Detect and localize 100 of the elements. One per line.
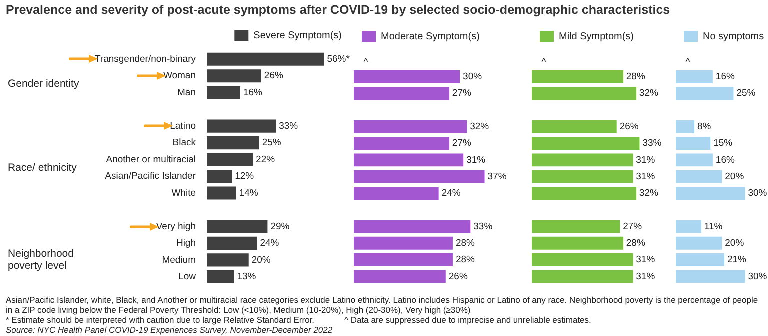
y-tick-label: Low [178,272,196,283]
y-tick-label: Man [178,87,196,98]
bar [354,220,471,234]
bar [207,52,324,66]
data-label: 16% [243,87,264,98]
bar [354,70,460,84]
bar [532,170,634,184]
bar [676,70,713,84]
data-label: 26% [620,122,640,133]
data-label: 21% [727,254,748,266]
y-tick-label: Medium [162,254,196,266]
data-label: 16% [716,154,736,166]
bar [354,236,453,250]
text: Neighborhood poverty level [8,248,75,272]
y-tick-label: Very high [156,221,196,232]
data-label: 26% [264,70,284,82]
text: ^ Data are suppressed due to imprecise and unreliable estimates. [344,315,592,325]
data-label: 26% [448,271,468,282]
y-tick-label: White [172,188,196,199]
bar [676,120,694,134]
data-label: 32% [470,122,490,133]
bar [532,220,620,234]
bar [676,137,711,150]
data-label: 24% [442,188,462,200]
y-tick-label: Asian/Pacific Islander [105,171,196,182]
data-label: 31% [636,254,656,266]
text: ^ [364,56,368,68]
data-label: 28% [626,238,646,250]
data-label: 11% [704,221,724,232]
data-label: 27% [452,88,472,100]
legend-label: No symptoms [703,31,764,42]
data-label: 20% [725,171,745,182]
bar [207,136,260,150]
bar [676,87,734,100]
data-label: 28% [456,254,476,266]
bar [532,120,617,134]
bar [207,236,258,250]
data-label: 32% [639,88,659,100]
bar [207,153,254,166]
bar [676,154,713,167]
data-label: 31% [636,171,656,182]
text: Gender identity [8,78,80,90]
data-label: 56%* [327,54,350,65]
bar [207,186,236,200]
bar [354,154,464,167]
data-label: 30% [748,271,768,282]
data-label: 8% [697,122,712,133]
text: Race/ ethnicity [8,162,77,174]
data-label: 27% [452,138,472,150]
data-label: 31% [466,154,486,166]
bar [354,137,450,150]
data-label: 27% [623,221,643,232]
data-label: 20% [725,238,745,250]
data-label: 29% [270,221,290,232]
data-label: 12% [235,171,255,182]
bar [354,270,446,284]
text: ^ [542,56,546,68]
bar [532,186,636,200]
bar [676,186,746,200]
bar [207,120,276,133]
data-label: 28% [626,72,646,83]
y-tick-label: Transgender/non-binary [94,54,196,65]
source-note: Source: NYC Health Panel COVID-19 Experiences Survey, November-December 2022 [6,325,334,335]
y-tick-label: High [176,238,196,250]
data-label: 25% [736,88,756,100]
bar [676,170,722,184]
bar [207,270,234,284]
data-label: 30% [463,72,483,83]
bar [532,87,636,100]
data-label: 31% [636,271,656,282]
bar [532,137,640,150]
legend-label: Severe Symptom(s) [254,30,342,42]
bar [207,220,268,234]
bar [354,186,439,200]
data-label: 32% [639,188,659,200]
bar [354,254,453,267]
text: Asian/Pacific Islander, white, Black, and Another or multiracial race categories exclude Latino ethnicity. Latino includes Hispanic or Latino of any race. Neighborhood poverty is the percentage of people in a ZIP code living below the Federal Poverty Threshold: Low (<10%), Medium (10-20%), High (20-30%), Very high (≥30%) [6,295,760,315]
data-label: 15% [714,138,734,150]
bar [532,154,634,167]
data-label: 33% [474,221,494,232]
bar [207,170,232,184]
bar [354,120,468,134]
bar [676,270,746,284]
data-label: 16% [716,72,736,83]
data-label: 13% [237,272,257,283]
bar [207,86,240,100]
bar [354,170,485,184]
data-label: 30% [748,188,768,200]
data-label: 28% [456,238,476,250]
legend-label: Moderate Symptom(s) [381,31,480,42]
data-label: 33% [642,138,662,150]
data-label: 14% [239,188,259,199]
chart-title: Prevalence and severity of post-acute symptoms after COVID-19 by selected socio-demographic characteristics [6,3,670,17]
data-label: 31% [636,154,656,166]
data-label: 25% [262,138,282,149]
y-tick-label: Latino [170,120,196,132]
bar [532,236,624,250]
data-label: 37% [488,171,508,182]
legend-label: Mild Symptom(s) [559,31,634,42]
bar [532,254,634,267]
